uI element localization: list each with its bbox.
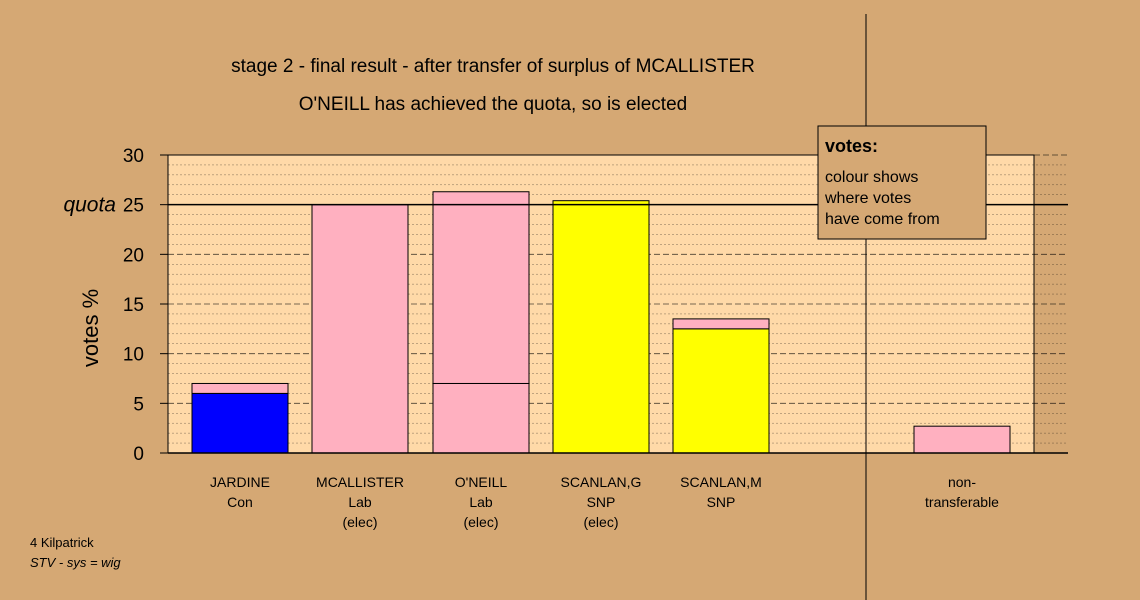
bar-segment — [672, 328, 770, 454]
footer-line-1: 4 Kilpatrick — [30, 535, 94, 550]
bars-group — [191, 191, 1011, 454]
y-tick-label: 25 — [123, 196, 144, 217]
chart-subtitle: O'NEILL has achieved the quota, so is el… — [299, 94, 687, 115]
x-tick-label: (elec) — [463, 514, 498, 530]
y-tick-label: 5 — [133, 394, 144, 415]
bar-segment — [311, 204, 409, 454]
x-tick-label: non- — [948, 474, 976, 490]
x-tick-label: SCANLAN,M — [680, 474, 762, 490]
x-tick-label: Lab — [469, 494, 493, 510]
x-tick-label: Con — [227, 494, 253, 510]
bar-segment — [672, 318, 770, 330]
x-tick-label: MCALLISTER — [316, 474, 404, 490]
x-tick-label: O'NEILL — [455, 474, 508, 490]
chart-title: stage 2 - final result - after transfer … — [231, 56, 755, 77]
x-tick-label: SNP — [707, 494, 736, 510]
y-tick-label: 10 — [123, 345, 144, 366]
legend-line-2: where votes — [824, 190, 911, 207]
bar-segment — [913, 425, 1011, 454]
bar-segment — [432, 382, 530, 454]
x-tick-label: (elec) — [583, 514, 618, 530]
legend-line-1: colour shows — [825, 169, 918, 186]
y-tick-label: 20 — [123, 245, 144, 266]
x-axis-labels: JARDINE Con MCALLISTER Lab (elec) O'NEILL Lab (… — [210, 474, 999, 530]
bar-segment — [552, 200, 650, 454]
footer-line-2: STV - sys = wig — [30, 555, 121, 570]
x-tick-label: JARDINE — [210, 474, 270, 490]
y-axis-label: votes % — [78, 289, 103, 367]
x-tick-label: (elec) — [342, 514, 377, 530]
x-tick-label: SNP — [587, 494, 616, 510]
bar-segment — [191, 392, 289, 454]
y-tick-label: 30 — [123, 146, 144, 167]
x-tick-label: transferable — [925, 494, 999, 510]
y-tick-label: 0 — [133, 444, 144, 465]
bar-segment — [432, 191, 530, 384]
y-tick-label: 15 — [123, 295, 144, 316]
legend: votes: colour shows where votes have com… — [817, 125, 987, 240]
legend-title: votes: — [825, 136, 878, 156]
legend-line-3: have come from — [825, 211, 940, 228]
legend-box — [817, 125, 987, 240]
bar-segment — [191, 382, 289, 394]
quota-label: quota — [63, 194, 116, 217]
x-tick-label: SCANLAN,G — [561, 474, 642, 490]
x-tick-label: Lab — [348, 494, 372, 510]
y-axis: 0 5 10 15 20 25 30 — [123, 146, 168, 465]
